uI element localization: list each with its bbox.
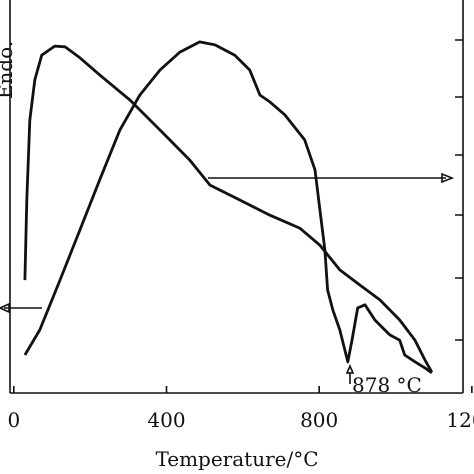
x-tick-label: 800 <box>300 408 338 432</box>
x-axis-label: Temperature/°C <box>155 447 318 471</box>
data-line <box>23 40 433 375</box>
annotation-arrow <box>345 363 355 384</box>
x-tick-label: 400 <box>147 408 185 432</box>
arrow-left <box>0 302 42 314</box>
annotation: 878 °C <box>352 373 422 397</box>
right-ticks <box>455 39 463 341</box>
y-axis-label: Endo. <box>0 41 17 99</box>
x-tick-label: 0 <box>7 408 20 432</box>
x-tick-label: 1200 <box>446 408 474 432</box>
arrow-right <box>208 172 455 184</box>
data-line <box>23 44 434 373</box>
